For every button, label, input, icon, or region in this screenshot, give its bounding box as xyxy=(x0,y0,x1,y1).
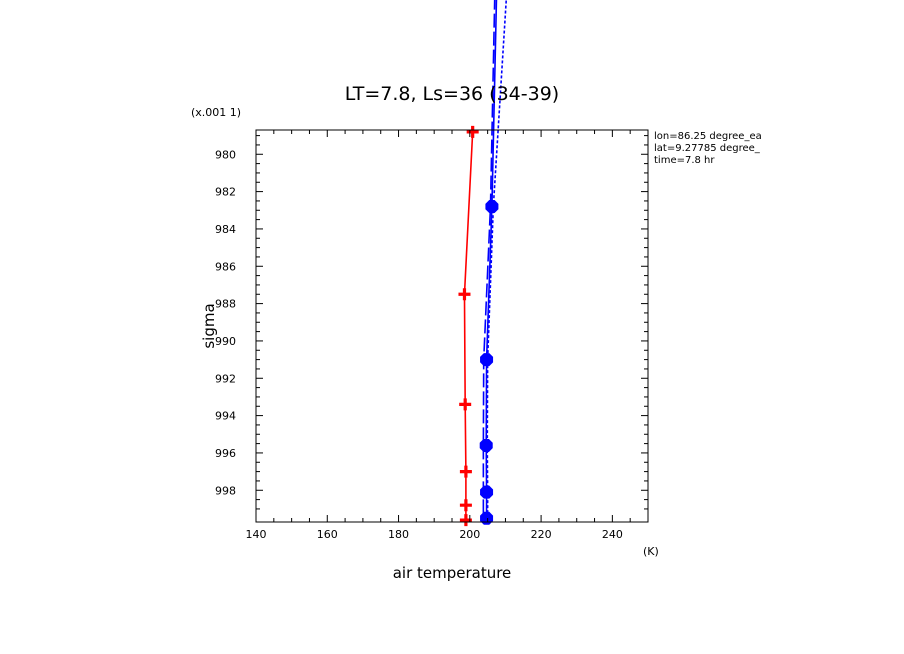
data-point-marker xyxy=(466,125,479,138)
y-tick-label: 994 xyxy=(215,410,236,423)
y-tick-label: 984 xyxy=(215,223,236,236)
y-tick-label: 986 xyxy=(215,260,236,273)
y-tick-label: 996 xyxy=(215,447,236,460)
ticks-layer: 140 160 180 200 220 240 980 982 984 986 988 990 992 9… xyxy=(215,130,649,541)
data-point-marker xyxy=(480,353,494,367)
info-line-lat: lat=9.27785 degree_ xyxy=(654,143,761,154)
data-point-marker xyxy=(459,465,472,478)
data-point-marker xyxy=(459,499,472,512)
data-point-marker xyxy=(459,398,472,411)
series-line xyxy=(463,131,474,521)
y-tick-label: 998 xyxy=(215,484,236,497)
y-tick-label: 990 xyxy=(215,335,236,348)
y-tick-label: 982 xyxy=(215,186,236,199)
data-point-marker xyxy=(485,200,499,214)
x-axis-title: air temperature xyxy=(393,564,512,582)
series-layer xyxy=(458,0,508,527)
series-line xyxy=(486,0,508,519)
series-0 xyxy=(458,125,479,527)
info-line-lon: lon=86.25 degree_ea xyxy=(654,131,762,142)
x-tick-label: 160 xyxy=(317,528,338,541)
x-tick-label: 140 xyxy=(246,528,267,541)
y-tick-label: 988 xyxy=(215,298,236,311)
x-tick-label: 180 xyxy=(388,528,409,541)
plot-frame xyxy=(255,129,649,523)
data-point-marker xyxy=(480,485,494,499)
info-line-time: time=7.8 hr xyxy=(654,155,715,166)
x-unit-label: (K) xyxy=(643,545,659,558)
series-2 xyxy=(482,0,496,519)
x-tick-label: 200 xyxy=(459,528,480,541)
chart-title: LT=7.8, Ls=36 (34-39) xyxy=(345,83,559,105)
series-line xyxy=(482,0,496,519)
data-point-marker xyxy=(480,511,494,525)
series-3 xyxy=(486,0,508,519)
y-tick-label: 980 xyxy=(215,148,236,161)
y-tick-label: 992 xyxy=(215,372,236,385)
x-tick-label: 240 xyxy=(602,528,623,541)
data-point-marker xyxy=(479,438,493,452)
data-point-marker xyxy=(458,288,471,301)
y-axis-title: sigma xyxy=(200,303,218,348)
x-tick-label: 220 xyxy=(531,528,552,541)
y-scale-note: (x.001 1) xyxy=(191,106,241,119)
